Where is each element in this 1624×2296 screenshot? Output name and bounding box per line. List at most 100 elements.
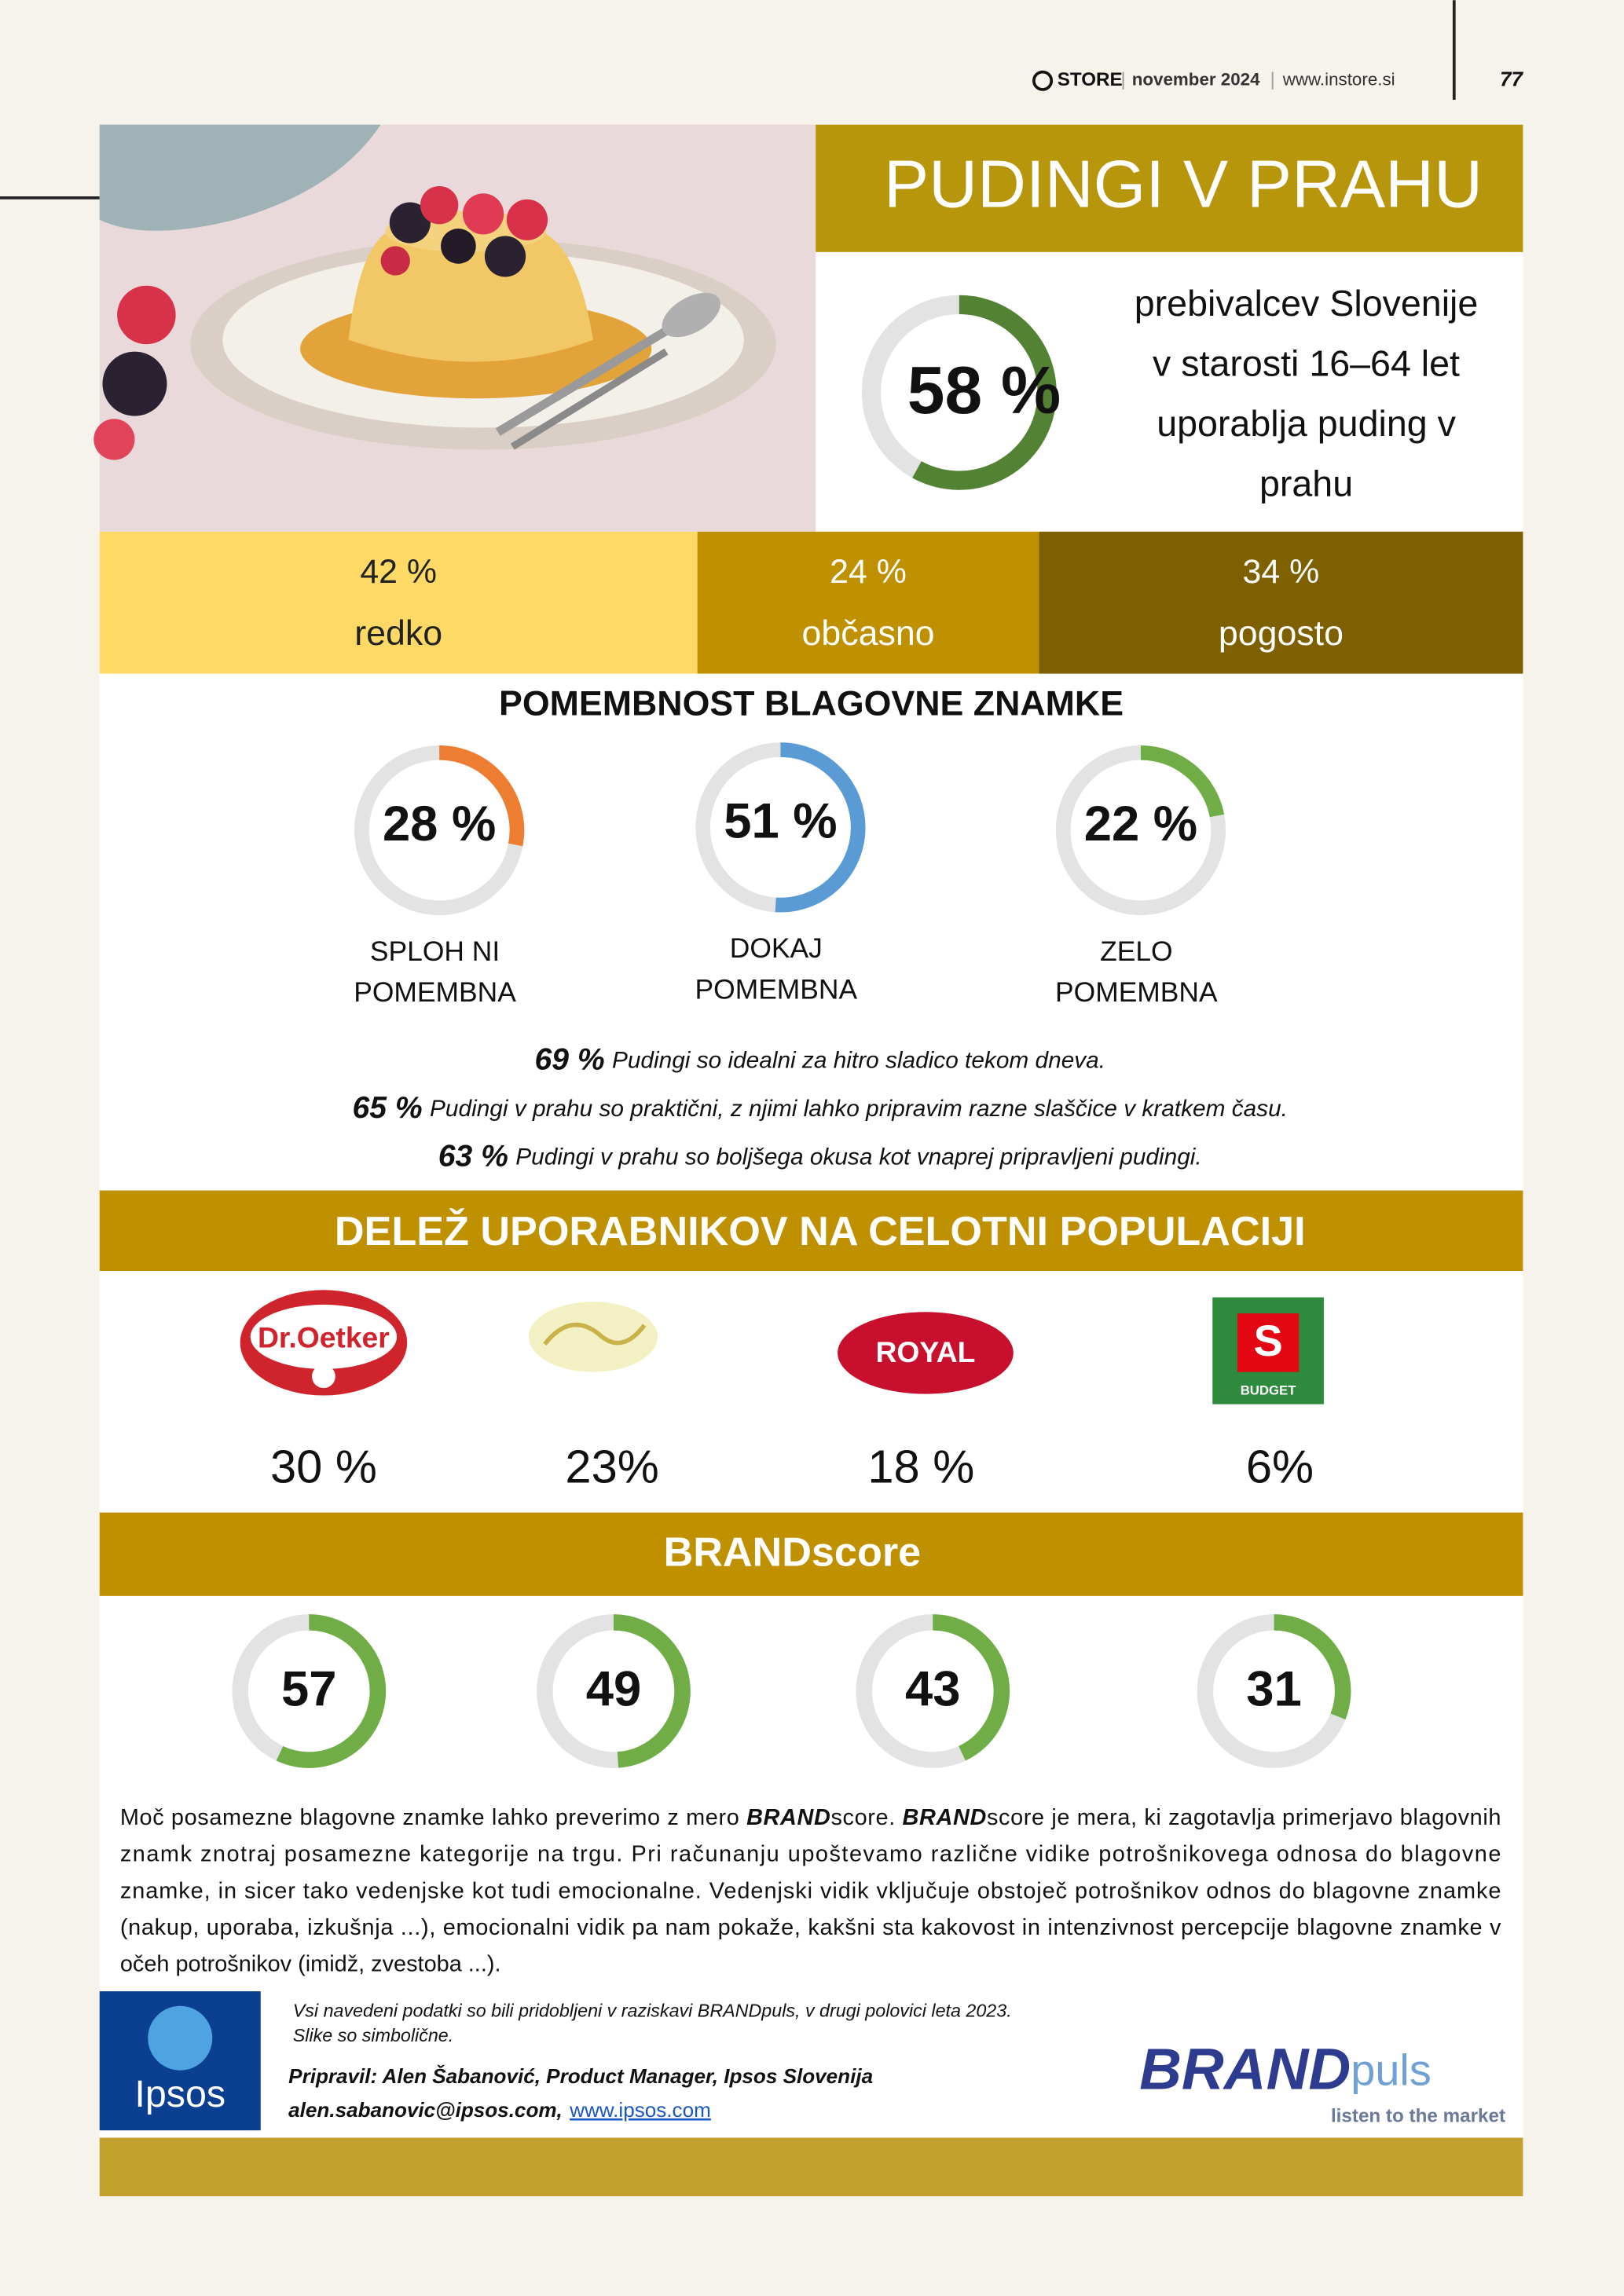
importance-label: SPLOH NI: [370, 936, 500, 967]
dr-oetker-logo-head: [311, 1364, 335, 1389]
frequency-label: pogosto: [1219, 614, 1344, 653]
description-line: znamk znotraj posamezne kategorije na tr…: [120, 1841, 1501, 1866]
brandpuls-brand: BRAND: [1139, 2036, 1351, 2101]
donut-arc: [276, 1614, 387, 1768]
importance-label: POMEMBNA: [354, 976, 516, 1008]
description-line: (nakup, uporaba, izkušnja ...), emociona…: [120, 1915, 1501, 1940]
importance-value: 22 %: [1084, 796, 1197, 851]
statement-share: 69 %: [534, 1043, 604, 1077]
frequency-segment: [1039, 531, 1523, 674]
brand-share: 23%: [565, 1440, 658, 1492]
title: PUDINGI V PRAHU: [884, 146, 1483, 222]
description-line: očeh potrošnikov (imidž, zvestoba ...).: [120, 1951, 501, 1976]
donut-arc: [1140, 745, 1225, 818]
contact-email: alen.sabanovic@ipsos.com,: [288, 2098, 563, 2122]
colcola-logo-script: [543, 1322, 647, 1346]
title-box: [816, 124, 1523, 252]
statement-share: 65 %: [353, 1091, 423, 1125]
section-title: BRANDscore: [664, 1529, 922, 1575]
description-run: znamke, in sicer tako vedenjske kot tudi…: [120, 1878, 1501, 1903]
colcola-logo: [528, 1302, 658, 1372]
contact-website: www.ipsos.com: [569, 2098, 711, 2122]
statement-text: Pudingi v prahu so boljšega okusa kot vn…: [515, 1144, 1201, 1170]
description-run: očeh potrošnikov (imidž, zvestoba ...).: [120, 1951, 501, 1976]
statement: 69 % Pudingi so idealni za hitro sladico …: [534, 1043, 1105, 1077]
brand-share: 6%: [1246, 1440, 1314, 1492]
brandpuls-logo-text: BRANDpuls: [1139, 2036, 1432, 2101]
usage-description: prahu: [1259, 463, 1353, 504]
frequency-label: redko: [354, 614, 442, 653]
issue-date: november 2024: [1132, 70, 1260, 90]
description-run: score.: [830, 1805, 901, 1830]
statement-text: Pudingi so idealni za hitro sladico teko…: [612, 1047, 1105, 1073]
footer-note: Slike so simbolične.: [293, 2025, 453, 2045]
brand-share: 18 %: [867, 1440, 974, 1492]
statement-text: Pudingi v prahu so praktični, z njimi la…: [430, 1096, 1288, 1122]
importance-label: ZELO: [1100, 936, 1172, 967]
brand-share: 30 %: [270, 1440, 377, 1492]
store-logo: STORE: [1058, 69, 1123, 90]
s-budget-logo-s: [1237, 1313, 1300, 1372]
importance-label: DOKAJ: [730, 932, 823, 964]
description-run: score je mera, ki zagotavlja primerjavo …: [987, 1805, 1501, 1830]
section-title: POMEMBNOST BLAGOVNE ZNAMKE: [499, 684, 1124, 723]
ipsos-logo-text: Ipsos: [134, 2073, 225, 2115]
ipsos-logo-circle: [148, 2005, 213, 2071]
pudding-photo: [93, 124, 816, 532]
importance-label: POMEMBNA: [1055, 976, 1218, 1008]
brand-logo-text: ROYAL: [875, 1335, 975, 1368]
donut-arc: [912, 295, 1057, 490]
description-run: (nakup, uporaba, izkušnja ...), emociona…: [120, 1915, 1501, 1940]
description-line: znamke, in sicer tako vedenjske kot tudi…: [120, 1878, 1501, 1903]
royal-logo: [838, 1312, 1014, 1394]
statement: 65 % Pudingi v prahu so praktični, z njim…: [353, 1091, 1288, 1125]
page-number: 77: [1500, 68, 1524, 91]
store-logo-mark: [1032, 70, 1054, 91]
importance-value: 28 %: [383, 796, 496, 851]
description-line: Moč posamezne blagovne znamke lahko prev…: [120, 1805, 1501, 1830]
donut-arc: [438, 745, 525, 847]
statement-share: 63 %: [438, 1140, 508, 1174]
usage-description: uporablja puding v: [1157, 403, 1456, 444]
website: www.instore.si: [1282, 70, 1395, 90]
brandscore-value: 49: [586, 1662, 641, 1717]
frequency-segment: [99, 531, 698, 674]
frequency-value: 34 %: [1243, 553, 1320, 591]
donut-arc: [775, 742, 866, 913]
footer-bar: [99, 2137, 1523, 2197]
donut-arc: [613, 1614, 691, 1768]
usage-value: 58 %: [907, 353, 1061, 428]
description-run: BRAND: [903, 1805, 987, 1830]
importance-value: 51 %: [724, 793, 837, 848]
contact: alen.sabanovic@ipsos.com, www.ipsos.com: [288, 2098, 711, 2122]
prepared-by: Pripravil: Alen Šabanović, Product Manag…: [288, 2064, 873, 2088]
donut-arc: [1274, 1614, 1351, 1719]
description-run: znamk znotraj posamezne kategorije na tr…: [120, 1841, 1501, 1866]
dr-oetker-logo-inner: [250, 1304, 398, 1369]
brandpuls-suffix: puls: [1351, 2045, 1432, 2094]
brandscore-value: 43: [905, 1662, 960, 1717]
statement: 63 % Pudingi v prahu so boljšega okusa ko…: [438, 1140, 1202, 1174]
frequency-value: 42 %: [360, 553, 437, 591]
brandscore-value: 31: [1246, 1662, 1301, 1717]
brand-logo-text: Dr.Oetker: [258, 1321, 390, 1354]
description-run: BRAND: [746, 1805, 830, 1830]
description-run: Moč posamezne blagovne znamke lahko prev…: [120, 1805, 746, 1830]
footer-note: Vsi navedeni podatki so bili pridobljeni…: [293, 2000, 1012, 2020]
donut-arc: [933, 1614, 1010, 1761]
frequency-value: 24 %: [830, 553, 907, 591]
usage-description: prebivalcev Slovenije: [1135, 283, 1479, 324]
frequency-segment: [697, 531, 1039, 674]
importance-label: POMEMBNA: [695, 973, 858, 1005]
brandscore-value: 57: [281, 1662, 336, 1717]
brand-logo-caption: BUDGET: [1241, 1382, 1297, 1397]
section-bar: [99, 1190, 1523, 1272]
brandpuls-logo: [1127, 2013, 1512, 2133]
brandpuls-tagline: listen to the market: [1331, 2106, 1505, 2127]
brand-logo-text: S: [1253, 1316, 1282, 1365]
usage-description: v starosti 16–64 let: [1153, 343, 1460, 384]
frequency-label: občasno: [801, 614, 934, 653]
section-bar: [99, 1512, 1523, 1596]
